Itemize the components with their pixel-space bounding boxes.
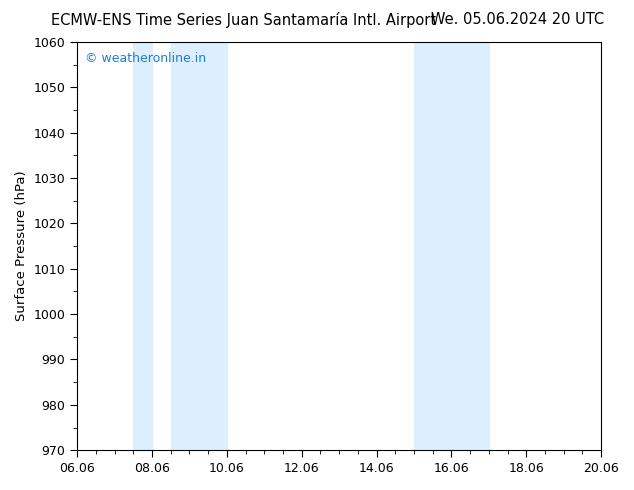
Y-axis label: Surface Pressure (hPa): Surface Pressure (hPa) — [15, 171, 28, 321]
Text: © weatheronline.in: © weatheronline.in — [85, 52, 206, 65]
Text: ECMW-ENS Time Series Juan Santamaría Intl. Airport: ECMW-ENS Time Series Juan Santamaría Int… — [51, 12, 436, 28]
Bar — [133, 42, 152, 450]
Bar — [171, 42, 227, 450]
Bar — [414, 42, 451, 450]
Text: We. 05.06.2024 20 UTC: We. 05.06.2024 20 UTC — [431, 12, 604, 27]
Bar — [451, 42, 489, 450]
